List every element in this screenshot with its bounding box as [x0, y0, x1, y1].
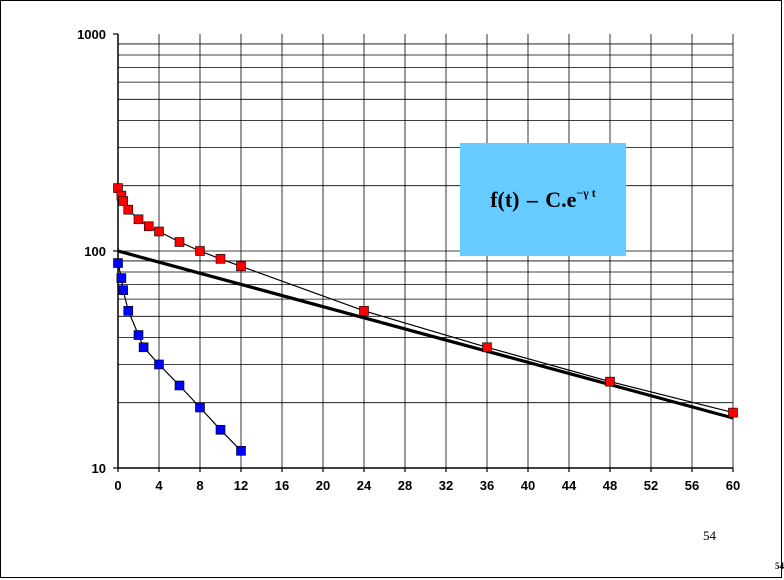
- series-1-point: [133, 214, 144, 225]
- formula: f(t) – C.e−γ t: [490, 185, 596, 213]
- x-tick-label: 20: [316, 478, 330, 493]
- series-1-point: [123, 204, 134, 215]
- formula-minus: –: [525, 186, 540, 212]
- series-2-point: [236, 446, 246, 456]
- x-tick-label: 56: [685, 478, 699, 493]
- series-1-point: [605, 376, 615, 387]
- series-1-point: [143, 221, 154, 232]
- x-tick-label: 24: [357, 478, 372, 493]
- x-tick-label: 32: [439, 478, 453, 493]
- series-2-point: [116, 273, 127, 283]
- series-2-point: [138, 342, 149, 353]
- series-2-point: [154, 359, 164, 370]
- formula-rest: C.e: [545, 186, 577, 212]
- x-tick-label: 12: [234, 478, 248, 493]
- series-1-point: [195, 246, 205, 256]
- series-1-point: [236, 261, 246, 272]
- series-2-point: [123, 306, 134, 316]
- formula-box: f(t) – C.e−γ t: [460, 143, 626, 256]
- formula-exponent: −γ t: [576, 185, 596, 200]
- x-tick-label: 44: [562, 478, 577, 493]
- x-tick-label: 52: [644, 478, 658, 493]
- x-tick-label: 16: [275, 478, 289, 493]
- series-1-point: [174, 237, 185, 247]
- series-1-point: [118, 196, 128, 206]
- x-tick-label: 0: [114, 478, 121, 493]
- y-tick-label: 100: [84, 244, 106, 259]
- page-number: 54: [703, 528, 716, 543]
- x-tick-label: 60: [726, 478, 740, 493]
- series-2-point: [133, 330, 144, 340]
- series-2-point: [195, 402, 205, 413]
- x-tick-label: 40: [521, 478, 535, 493]
- series-1-point: [482, 342, 492, 353]
- y-tick-label: 10: [92, 461, 106, 476]
- y-tick-label: 1000: [77, 27, 106, 42]
- page-number-corner: 54: [775, 561, 784, 571]
- fit-line: [117, 249, 734, 420]
- series-1-point: [728, 407, 738, 418]
- series-1-point: [359, 306, 369, 316]
- series-1-point: [215, 254, 226, 264]
- series-1-point: [154, 226, 164, 237]
- x-tick-label: 28: [398, 478, 412, 493]
- x-tick-label: 36: [480, 478, 494, 493]
- series-2-point: [215, 424, 226, 435]
- series-2-point: [118, 285, 128, 295]
- x-tick-label: 48: [603, 478, 617, 493]
- formula-main: f(t): [490, 186, 520, 212]
- series-2-point: [113, 258, 123, 268]
- x-tick-label: 8: [196, 478, 203, 493]
- series-2-point: [174, 380, 185, 391]
- x-tick-label: 4: [155, 478, 163, 493]
